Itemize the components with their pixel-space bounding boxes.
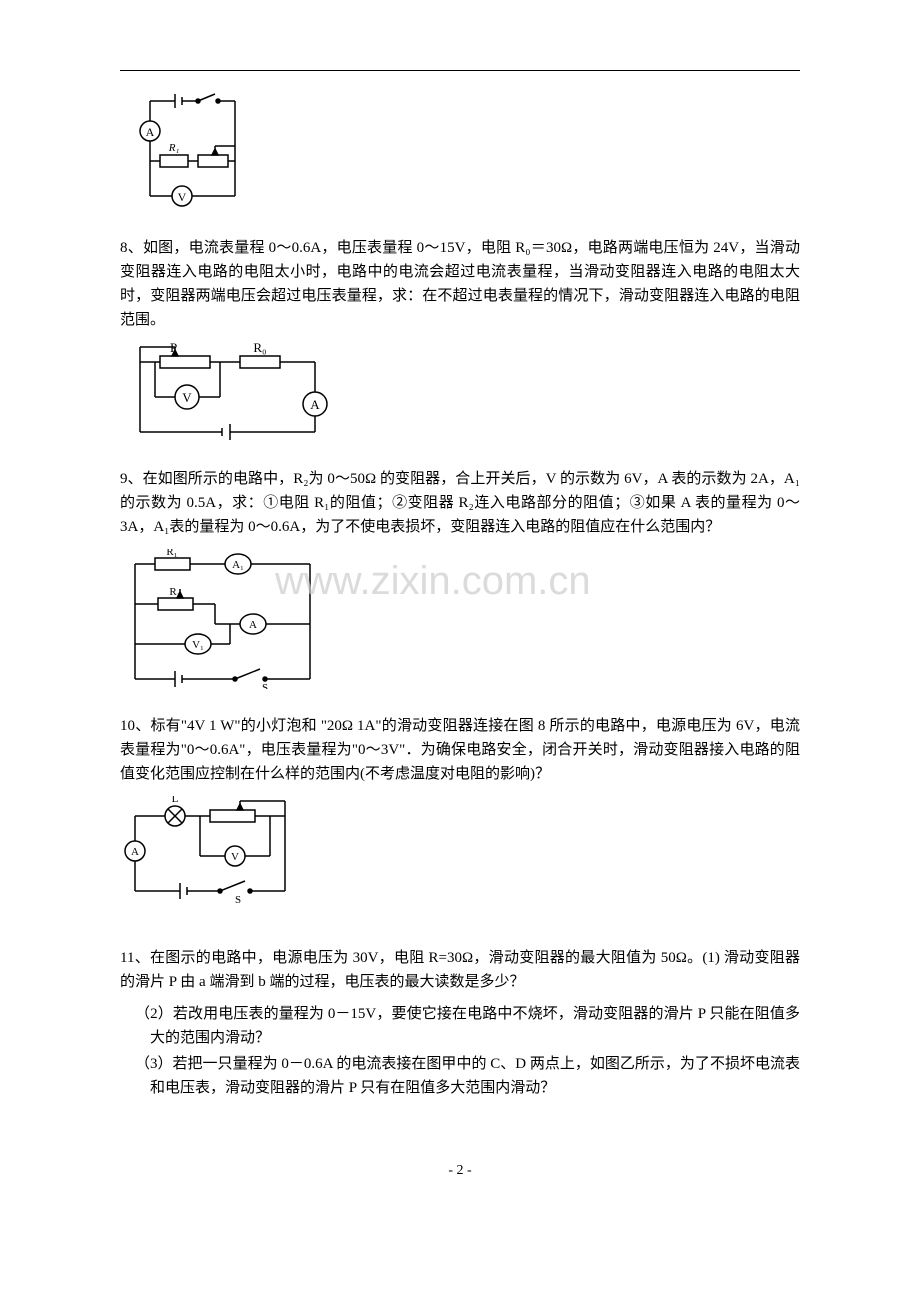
svg-text:R₀: R₀ [253, 342, 266, 355]
circuit-7-svg: A R₁ V [120, 91, 250, 211]
svg-text:V: V [178, 190, 187, 204]
problem-9: 9、在如图所示的电路中，R₂为 0～50Ω 的变阻器，合上开关后，V 的示数为 … [120, 467, 800, 689]
problem-9-text: 9、在如图所示的电路中，R₂为 0～50Ω 的变阻器，合上开关后，V 的示数为 … [120, 467, 800, 539]
problem-11-main: 11、在图示的电路中，电源电压为 30V，电阻 R=30Ω，滑动变阻器的最大阻值… [120, 946, 800, 994]
circuit-8-svg: P R₀ A [120, 342, 340, 442]
svg-text:A: A [146, 125, 155, 139]
problem-8: 8、如图，电流表量程 0～0.6A，电压表量程 0～15V，电阻 R₀＝30Ω，… [120, 236, 800, 442]
problem-10-text: 10、标有"4V 1 W"的小灯泡和 "20Ω 1A"的滑动变阻器连接在图 8 … [120, 714, 800, 786]
svg-text:V: V [182, 390, 192, 405]
svg-text:R₁: R₁ [168, 142, 180, 154]
svg-text:R₁: R₁ [166, 549, 177, 558]
problem-10: 10、标有"4V 1 W"的小灯泡和 "20Ω 1A"的滑动变阻器连接在图 8 … [120, 714, 800, 906]
circuit-7-figure: A R₁ V [120, 91, 800, 211]
svg-text:S: S [235, 894, 241, 906]
circuit-9-svg: R₁ A₁ R₂ A [120, 549, 340, 689]
circuit-10-svg: L A V [120, 796, 320, 906]
svg-text:L: L [172, 796, 179, 805]
problem-11-sub3: （3）若把一只量程为 0－0.6A 的电流表接在图甲中的 C、D 两点上，如图乙… [120, 1052, 800, 1100]
svg-text:A: A [131, 846, 139, 858]
top-horizontal-rule [120, 70, 800, 71]
page-container: A R₁ V [0, 0, 920, 1232]
svg-text:A₁: A₁ [232, 559, 244, 571]
problem-8-text: 8、如图，电流表量程 0～0.6A，电压表量程 0～15V，电阻 R₀＝30Ω，… [120, 236, 800, 332]
svg-text:V: V [231, 851, 239, 863]
svg-text:V₁: V₁ [192, 639, 204, 651]
problem-11-sub2: （2）若改用电压表的量程为 0－15V，要使它接在电路中不烧坏，滑动变阻器的滑片… [120, 1002, 800, 1050]
svg-text:S: S [262, 682, 268, 689]
page-number: - 2 - [120, 1160, 800, 1182]
svg-text:A: A [249, 619, 257, 631]
svg-text:A: A [310, 397, 320, 412]
problem-11: 11、在图示的电路中，电源电压为 30V，电阻 R=30Ω，滑动变阻器的最大阻值… [120, 946, 800, 1100]
